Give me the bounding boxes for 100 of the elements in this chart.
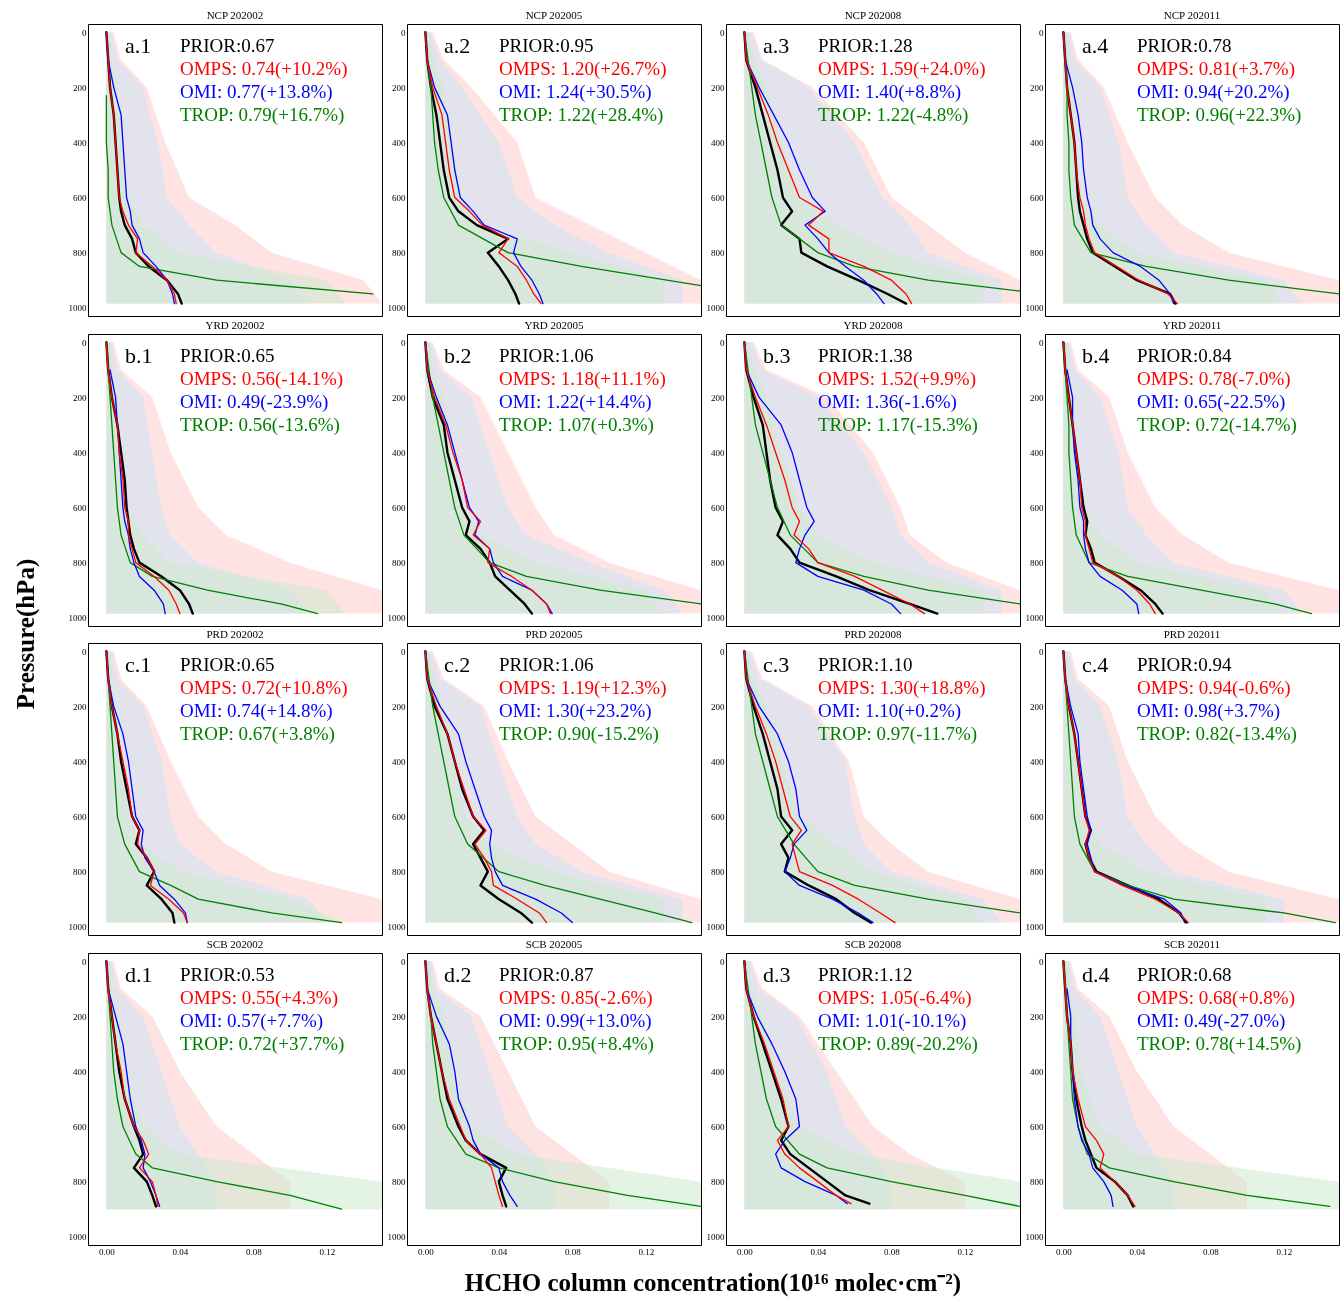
annotation: OMI: 1.36(-1.6%) bbox=[818, 390, 957, 413]
annotation: OMI: 0.65(-22.5%) bbox=[1137, 390, 1286, 413]
annotation: OMPS: 0.85(-2.6%) bbox=[499, 986, 653, 1009]
annotation: c.1 bbox=[125, 652, 152, 677]
x-axis-title: HCHO column concentration(10¹⁶ molec·cm⁻²) bbox=[464, 1268, 962, 1297]
annotation: OMPS: 0.55(+4.3%) bbox=[180, 986, 338, 1009]
y-tick-label: 0 bbox=[1039, 646, 1044, 657]
annotation: OMI: 0.77(+13.8%) bbox=[180, 81, 333, 103]
y-tick-label: 800 bbox=[73, 867, 87, 878]
annotation: OMPS: 1.18(+11.1%) bbox=[499, 367, 666, 390]
y-tick-label: 600 bbox=[711, 812, 725, 823]
annotation: OMI: 1.10(+0.2%) bbox=[818, 700, 962, 722]
x-tick-label: 0.08 bbox=[1203, 1246, 1220, 1256]
y-tick-label: 800 bbox=[1030, 867, 1044, 878]
y-tick-label: 600 bbox=[1030, 502, 1044, 513]
x-tick-label: 0.12 bbox=[957, 1246, 974, 1256]
y-tick-label: 200 bbox=[711, 701, 725, 712]
annotation: d.4 bbox=[1082, 961, 1110, 987]
y-tick-label: 600 bbox=[1030, 812, 1044, 823]
annotation: a.2 bbox=[444, 33, 471, 58]
chart-title: NCP 202005 bbox=[525, 9, 583, 21]
annotation: d.3 bbox=[763, 961, 791, 987]
annotation: a.4 bbox=[1082, 33, 1109, 58]
x-tick-label: 0.12 bbox=[319, 1246, 336, 1256]
y-tick-label: 800 bbox=[1030, 557, 1044, 568]
y-tick-label: 0 bbox=[82, 337, 87, 348]
annotation: PRIOR:1.38 bbox=[818, 344, 913, 366]
annotation: PRIOR:0.95 bbox=[499, 35, 594, 56]
y-tick-label: 1000 bbox=[1025, 303, 1044, 314]
y-tick-label: 200 bbox=[711, 392, 725, 403]
annotation: b.4 bbox=[1082, 342, 1110, 368]
y-tick-label: 1000 bbox=[387, 1231, 406, 1242]
annotation: OMI: 1.30(+23.2%) bbox=[499, 700, 652, 722]
y-tick-label: 0 bbox=[720, 956, 725, 967]
chart-title: NCP 202008 bbox=[844, 9, 902, 21]
annotation: d.2 bbox=[444, 961, 472, 987]
y-tick-label: 400 bbox=[73, 447, 87, 458]
chart-title: PRD 202005 bbox=[525, 628, 584, 640]
y-tick-label: 600 bbox=[1030, 193, 1044, 204]
annotation: OMI: 0.94(+20.2%) bbox=[1137, 81, 1290, 103]
chart-title: PRD 202011 bbox=[1163, 628, 1221, 640]
y-tick-label: 1000 bbox=[1025, 1231, 1044, 1242]
y-tick-label: 600 bbox=[73, 812, 87, 823]
y-tick-label: 0 bbox=[401, 646, 406, 657]
annotation: TROP: 0.72(-14.7%) bbox=[1137, 413, 1297, 436]
y-tick-label: 400 bbox=[1030, 1066, 1044, 1077]
y-tick-label: 200 bbox=[73, 82, 87, 93]
annotation: a.1 bbox=[125, 33, 152, 58]
annotation: TROP: 0.79(+16.7%) bbox=[180, 104, 345, 126]
y-tick-label: 200 bbox=[1030, 1011, 1044, 1022]
y-tick-label: 800 bbox=[73, 1176, 87, 1187]
annotation: OMPS: 1.30(+18.8%) bbox=[818, 677, 986, 699]
annotation: OMPS: 1.20(+26.7%) bbox=[499, 58, 667, 80]
y-tick-label: 1000 bbox=[387, 303, 406, 314]
x-tick-label: 0.12 bbox=[638, 1246, 655, 1256]
y-tick-label: 400 bbox=[392, 447, 406, 458]
annotation: OMI: 1.01(-10.1%) bbox=[818, 1009, 967, 1032]
y-tick-label: 800 bbox=[392, 248, 406, 259]
annotation: OMPS: 1.52(+9.9%) bbox=[818, 367, 976, 390]
y-tick-label: 600 bbox=[711, 193, 725, 204]
x-tick-label: 0.08 bbox=[884, 1246, 901, 1256]
annotation: TROP: 0.90(-15.2%) bbox=[499, 723, 659, 745]
annotation: b.1 bbox=[125, 342, 153, 368]
annotation: PRIOR:1.12 bbox=[818, 963, 913, 985]
y-tick-label: 0 bbox=[401, 956, 406, 967]
x-tick-label: 0.00 bbox=[99, 1246, 116, 1256]
annotation: TROP: 0.72(+37.7%) bbox=[180, 1032, 345, 1055]
x-tick-label: 0.04 bbox=[172, 1246, 189, 1256]
annotation: PRIOR:0.67 bbox=[180, 35, 275, 56]
y-tick-label: 800 bbox=[711, 248, 725, 259]
x-tick-label: 0.00 bbox=[737, 1246, 754, 1256]
y-tick-label: 600 bbox=[1030, 1121, 1044, 1132]
annotation: PRIOR:1.28 bbox=[818, 35, 913, 56]
annotation: PRIOR:0.84 bbox=[1137, 344, 1232, 366]
x-tick-label: 0.08 bbox=[565, 1246, 582, 1256]
y-tick-label: 400 bbox=[1030, 137, 1044, 148]
annotation: PRIOR:0.94 bbox=[1137, 654, 1232, 675]
y-tick-label: 800 bbox=[73, 557, 87, 568]
annotation: OMPS: 1.19(+12.3%) bbox=[499, 677, 667, 699]
y-tick-label: 400 bbox=[392, 137, 406, 148]
y-tick-label: 0 bbox=[82, 646, 87, 657]
x-tick-label: 0.00 bbox=[1056, 1246, 1073, 1256]
x-tick-label: 0.04 bbox=[1129, 1246, 1146, 1256]
annotation: OMPS: 0.78(-7.0%) bbox=[1137, 367, 1291, 390]
x-tick-label: 0.04 bbox=[810, 1246, 827, 1256]
y-axis-title: Pressure(hPa) bbox=[12, 558, 40, 710]
annotation: TROP: 1.17(-15.3%) bbox=[818, 413, 978, 436]
annotation: OMPS: 0.56(-14.1%) bbox=[180, 367, 344, 390]
y-tick-label: 0 bbox=[1039, 27, 1044, 38]
chart-title: SCB 202011 bbox=[1163, 937, 1221, 950]
annotation: PRIOR:1.06 bbox=[499, 344, 594, 366]
y-tick-label: 0 bbox=[82, 956, 87, 967]
x-tick-label: 0.00 bbox=[418, 1246, 435, 1256]
y-tick-label: 400 bbox=[711, 756, 725, 767]
x-tick-label: 0.12 bbox=[1276, 1246, 1293, 1256]
chart-title: SCB 202005 bbox=[525, 937, 583, 950]
chart-title: PRD 202002 bbox=[206, 628, 264, 640]
y-tick-label: 200 bbox=[711, 82, 725, 93]
annotation: OMI: 0.99(+13.0%) bbox=[499, 1009, 652, 1032]
annotation: TROP: 0.56(-13.6%) bbox=[180, 413, 340, 436]
